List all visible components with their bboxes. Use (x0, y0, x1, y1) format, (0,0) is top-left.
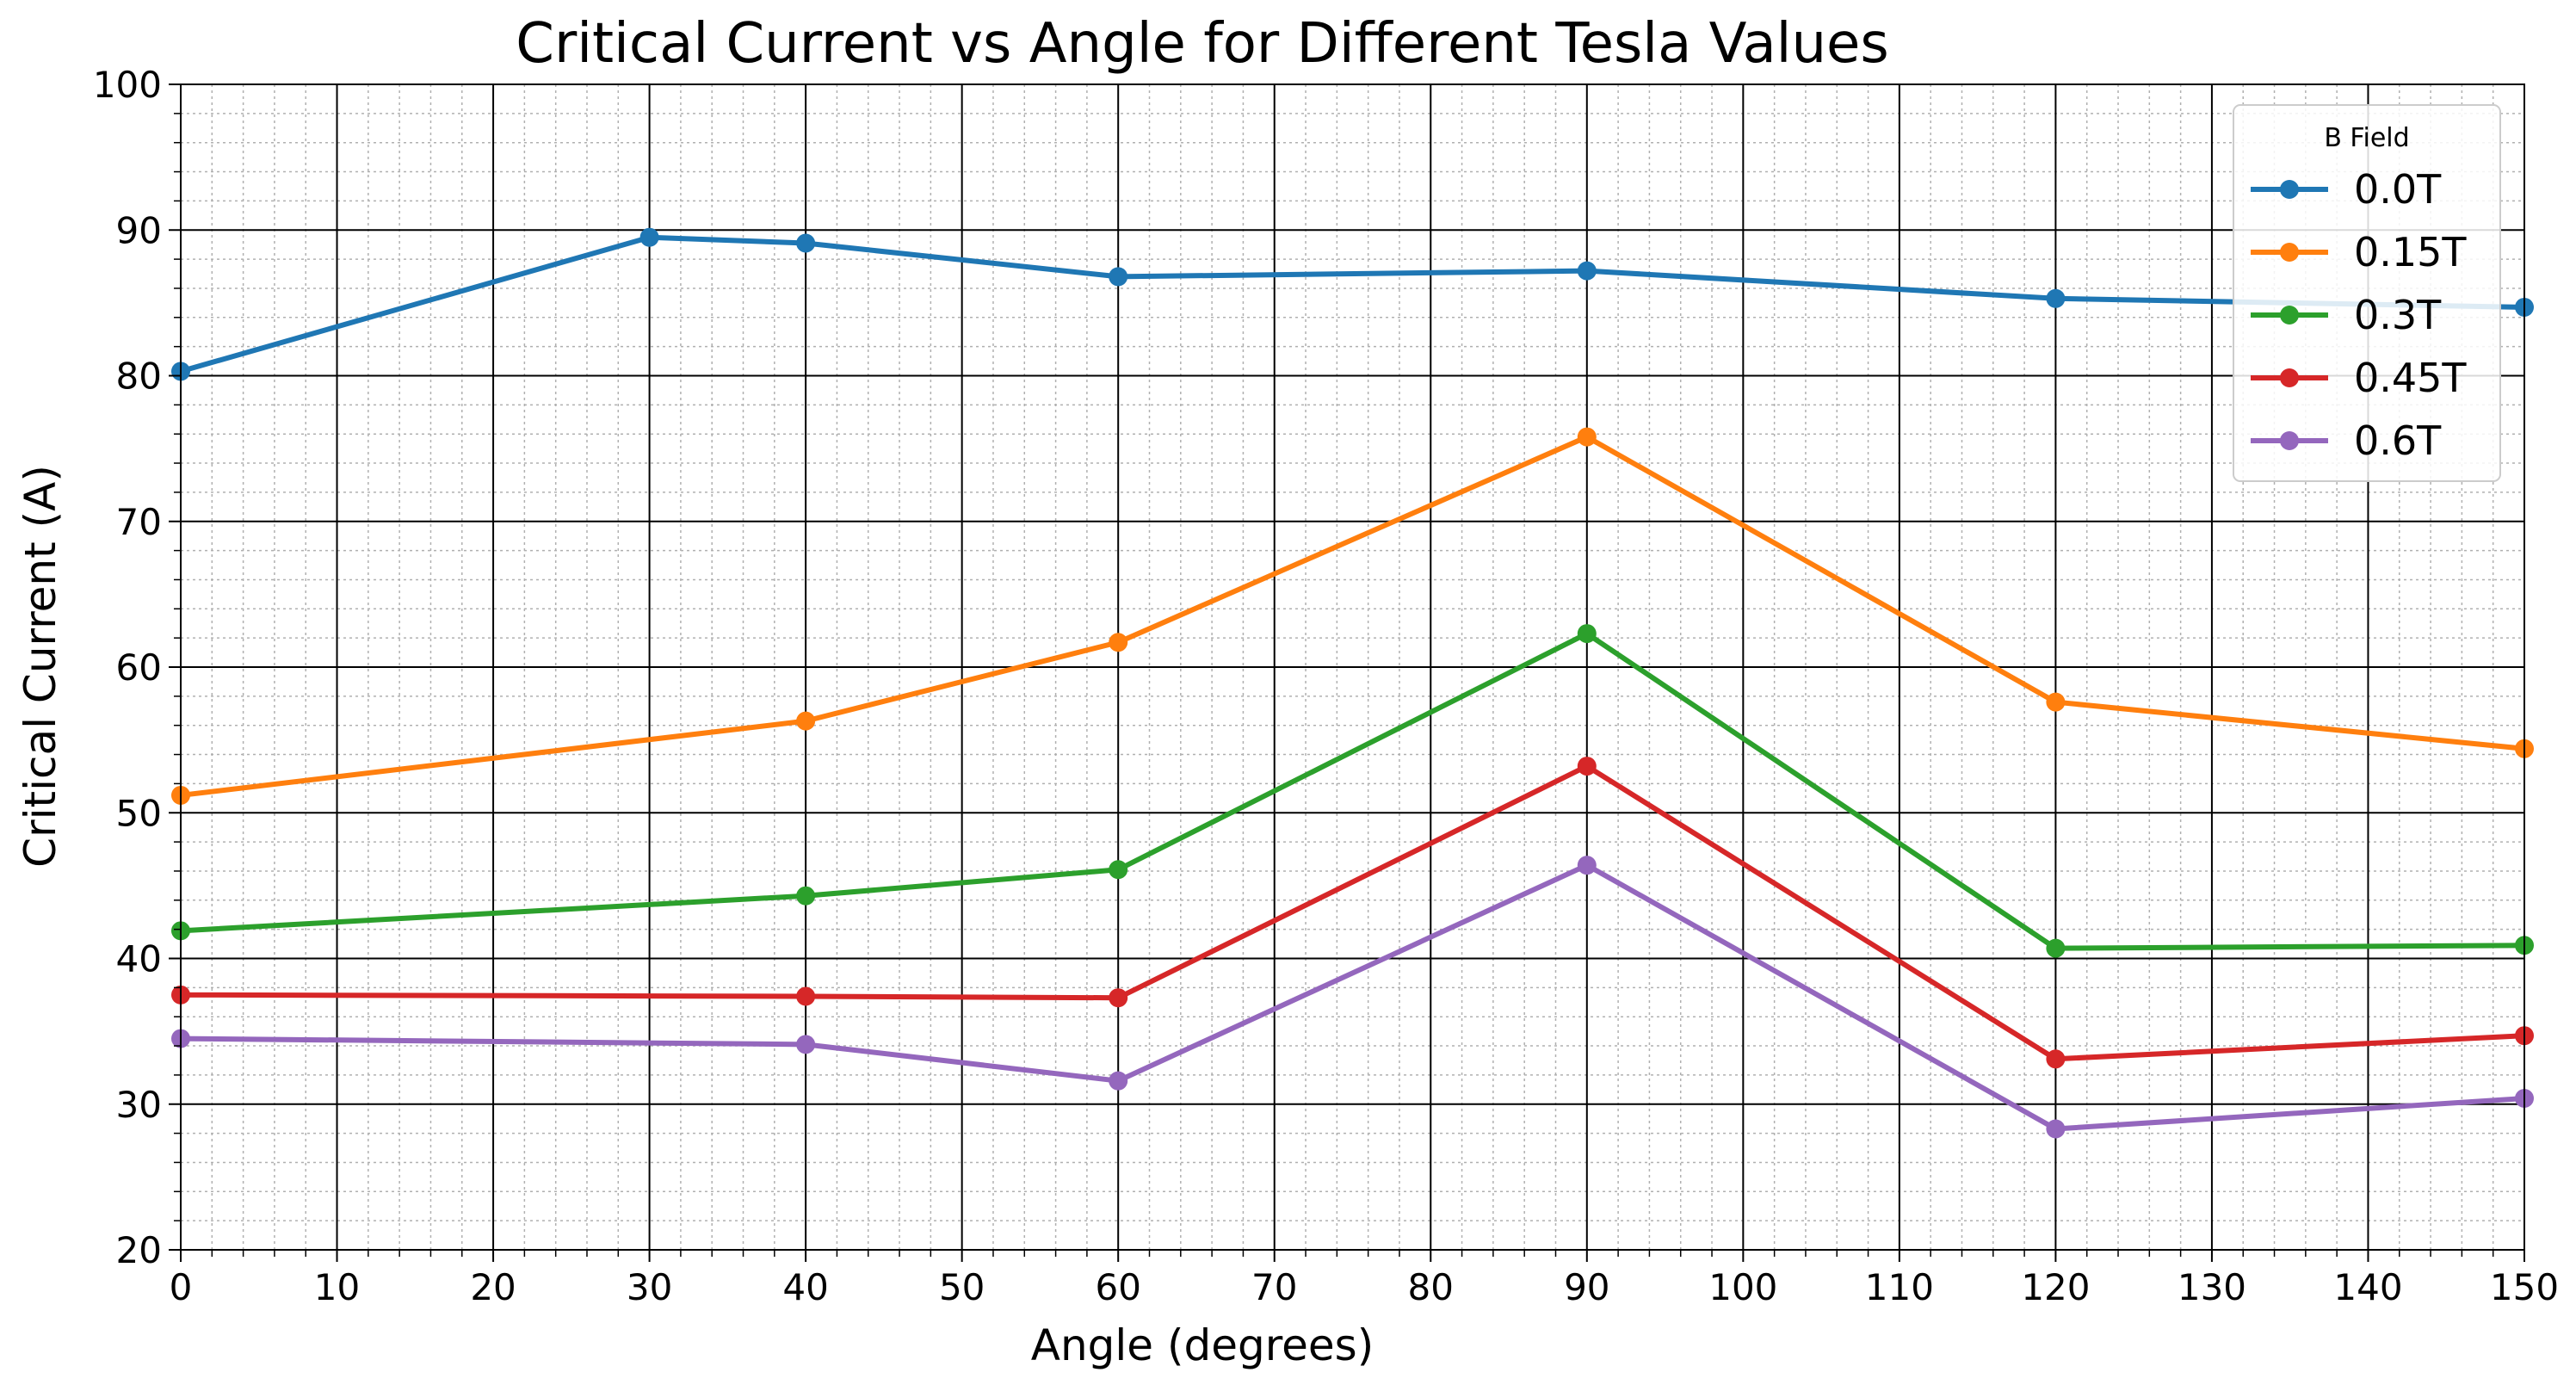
chart-title: Critical Current vs Angle for Different … (516, 12, 1888, 76)
legend-swatch-marker (2280, 368, 2299, 387)
legend-item: 0.45T (2251, 355, 2467, 401)
legend-item: 0.15T (2251, 229, 2467, 275)
legend-items: 0.0T 0.15T 0.3T 0.45T 0.6T (2251, 166, 2467, 464)
x-tick-label: 100 (1708, 1266, 1777, 1308)
y-tick-label: 70 (116, 501, 162, 543)
data-point (796, 886, 816, 906)
legend-label: 0.0T (2354, 166, 2442, 213)
series-line (180, 862, 2525, 1132)
x-tick-label: 70 (1251, 1266, 1297, 1308)
data-point (796, 1035, 816, 1054)
series-0.45T (171, 757, 2534, 1069)
x-tick-label: 40 (782, 1266, 828, 1308)
data-point (1109, 860, 1128, 880)
y-axis-label: Critical Current (A) (15, 465, 65, 868)
legend-title: B Field (2324, 123, 2409, 153)
x-tick-label: 130 (2178, 1266, 2246, 1308)
data-point (1109, 633, 1128, 652)
data-point (2046, 1119, 2066, 1139)
x-tick-label: 50 (939, 1266, 985, 1308)
data-point (1109, 1071, 1128, 1091)
data-point (796, 233, 816, 253)
major-grid (180, 83, 2525, 1251)
legend-swatch-marker (2280, 180, 2299, 199)
y-tick-label: 20 (116, 1229, 162, 1271)
data-point (796, 986, 816, 1006)
y-tick-label: 100 (93, 64, 162, 106)
y-tick-label: 90 (116, 209, 162, 251)
series-layer (171, 227, 2534, 1139)
data-point (1109, 988, 1128, 1008)
legend: B Field 0.0T 0.15T 0.3T 0.45T 0.6T (2233, 104, 2501, 482)
series-line (180, 764, 2525, 1062)
y-tick-label: 30 (116, 1084, 162, 1126)
data-point (1109, 267, 1128, 287)
legend-box (2233, 104, 2501, 482)
data-point (1577, 427, 1597, 447)
x-tick-label: 110 (1865, 1266, 1934, 1308)
legend-item: 0.3T (2251, 292, 2442, 338)
data-point (796, 711, 816, 731)
y-tick-label: 60 (116, 646, 162, 689)
data-point (2046, 692, 2066, 712)
data-point (1577, 624, 1597, 644)
y-tick-label: 80 (116, 355, 162, 398)
data-point (2046, 938, 2066, 958)
series-line (180, 434, 2525, 798)
series-line (180, 631, 2525, 951)
legend-label: 0.45T (2354, 355, 2467, 401)
legend-item: 0.6T (2251, 417, 2442, 464)
legend-item: 0.0T (2251, 166, 2442, 213)
x-tick-label: 60 (1095, 1266, 1140, 1308)
x-axis-label: Angle (degrees) (1031, 1320, 1374, 1370)
x-tick-label: 90 (1564, 1266, 1609, 1308)
x-tick-label: 30 (627, 1266, 672, 1308)
legend-label: 0.6T (2354, 417, 2442, 464)
data-point (639, 227, 659, 247)
legend-swatch-marker (2280, 431, 2299, 450)
x-tick-label: 80 (1408, 1266, 1454, 1308)
x-tick-label: 10 (314, 1266, 360, 1308)
legend-swatch-marker (2280, 306, 2299, 325)
series-0.15T (171, 427, 2534, 805)
legend-label: 0.15T (2354, 229, 2467, 275)
x-tick-label: 0 (170, 1266, 193, 1308)
axes: 0 10 20 30 40 50 60 70 80 90 100 110 120 130 140 150 20 3… (93, 64, 2559, 1308)
x-tick-label: 150 (2490, 1266, 2559, 1308)
x-tick-label: 120 (2021, 1266, 2090, 1308)
legend-swatch-marker (2280, 243, 2299, 262)
legend-label: 0.3T (2354, 292, 2442, 338)
data-point (1577, 757, 1597, 776)
x-tick-label: 140 (2333, 1266, 2402, 1308)
data-point (2046, 1049, 2066, 1069)
y-tick-label: 40 (116, 938, 162, 980)
x-tick-label: 20 (470, 1266, 516, 1308)
data-point (2046, 288, 2066, 308)
y-tick-label: 50 (116, 792, 162, 834)
data-point (1577, 261, 1597, 281)
data-point (1577, 856, 1597, 875)
